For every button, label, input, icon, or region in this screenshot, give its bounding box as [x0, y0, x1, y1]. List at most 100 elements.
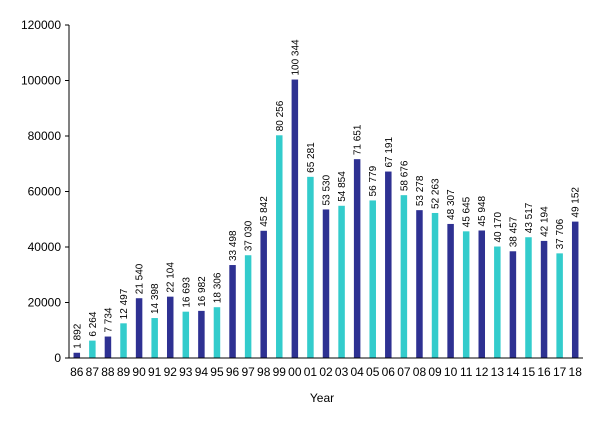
x-tick-label: 86 [70, 365, 84, 379]
x-tick-label: 90 [132, 365, 146, 379]
x-tick-label: 02 [319, 365, 333, 379]
bar-95 [213, 307, 221, 358]
bar-16 [540, 240, 548, 358]
x-tick-label: 93 [179, 365, 193, 379]
x-axis-title: Year [310, 391, 334, 405]
data-label-87: 6 264 [88, 311, 99, 336]
bar-99 [276, 135, 283, 358]
data-label-17: 37 706 [555, 218, 566, 249]
data-label-90: 21 540 [135, 263, 146, 294]
bar-18 [571, 221, 579, 358]
x-tick-label: 08 [413, 365, 427, 379]
x-tick-label: 09 [428, 365, 442, 379]
data-label-04: 71 651 [353, 124, 364, 155]
data-label-98: 45 842 [259, 196, 270, 227]
data-label-91: 14 398 [150, 283, 161, 314]
x-tick-label: 92 [164, 365, 178, 379]
data-label-96: 33 498 [228, 230, 239, 261]
bar-86 [73, 352, 81, 358]
data-label-13: 40 170 [493, 212, 504, 243]
bar-05 [369, 200, 376, 358]
x-tick-label: 15 [522, 365, 536, 379]
y-tick-label: 20000 [28, 296, 62, 310]
bar-14 [509, 251, 517, 358]
x-tick-label: 94 [195, 365, 209, 379]
x-tick-label: 12 [475, 365, 489, 379]
data-labels: 1 892 6 264 7 734 12 497 21 540 14 398 22 104 1… [72, 39, 581, 349]
data-label-92: 22 104 [166, 262, 177, 293]
bar-88 [104, 336, 112, 358]
y-tick-label: 0 [54, 351, 61, 365]
x-tick-label: 03 [335, 365, 349, 379]
bar-96 [229, 265, 236, 358]
bar-15 [525, 237, 532, 358]
data-label-01: 65 281 [306, 142, 317, 173]
y-axis-ticks: 0 20000 40000 60000 80000 100000 120000 [21, 18, 69, 365]
data-label-00: 100 344 [290, 39, 301, 76]
bar-06 [385, 171, 392, 358]
x-tick-label: 11 [460, 365, 473, 379]
x-tick-label: 06 [382, 365, 396, 379]
y-tick-label: 80000 [28, 129, 62, 143]
x-tick-label: 00 [288, 365, 302, 379]
y-tick-label: 60000 [28, 185, 62, 199]
x-tick-label: 98 [257, 365, 271, 379]
data-label-93: 16 693 [181, 277, 192, 308]
data-label-86: 1 892 [72, 323, 83, 348]
bar-07 [400, 195, 408, 358]
bar-11 [462, 231, 470, 358]
data-label-07: 58 676 [399, 160, 410, 191]
x-tick-label: 18 [569, 365, 583, 379]
data-label-11: 45 645 [462, 196, 473, 227]
y-tick-label: 100000 [21, 74, 61, 88]
bar-87 [89, 340, 96, 358]
x-axis-ticks: 86 87 88 89 90 91 92 93 94 95 96 97 98 99 00 01 02 03 04 05… [70, 365, 582, 379]
data-label-12: 45 948 [477, 195, 488, 226]
bars [73, 79, 579, 358]
x-tick-label: 89 [117, 365, 131, 379]
x-tick-label: 13 [491, 365, 505, 379]
bar-98 [260, 230, 267, 358]
x-tick-label: 95 [210, 365, 224, 379]
bar-00 [291, 79, 299, 358]
data-label-94: 16 982 [197, 276, 208, 307]
x-tick-label: 17 [553, 365, 567, 379]
bar-02 [322, 209, 330, 358]
data-label-14: 38 457 [508, 216, 519, 247]
data-label-15: 43 517 [524, 202, 535, 233]
bar-01 [307, 176, 314, 358]
bar-08 [416, 210, 423, 358]
bar-10 [447, 223, 454, 358]
data-label-95: 18 306 [212, 272, 223, 303]
data-label-03: 54 854 [337, 171, 348, 202]
bar-03 [338, 205, 345, 358]
bar-09 [431, 212, 439, 358]
x-tick-label: 99 [273, 365, 287, 379]
data-label-08: 53 278 [415, 175, 426, 206]
x-tick-label: 87 [86, 365, 100, 379]
x-tick-label: 01 [304, 365, 318, 379]
data-label-10: 48 307 [446, 189, 457, 220]
x-tick-label: 97 [241, 365, 255, 379]
bar-93 [182, 311, 190, 358]
data-label-97: 37 030 [244, 220, 255, 251]
data-label-89: 12 497 [119, 288, 130, 319]
x-tick-label: 88 [101, 365, 115, 379]
x-tick-label: 91 [148, 365, 162, 379]
data-label-16: 42 194 [540, 206, 551, 237]
x-tick-label: 04 [350, 365, 364, 379]
bar-94 [198, 310, 205, 358]
y-tick-label: 120000 [21, 18, 61, 32]
x-tick-label: 14 [506, 365, 520, 379]
bar-92 [166, 296, 174, 358]
y-tick-label: 40000 [28, 240, 62, 254]
bar-90 [135, 298, 143, 358]
bar-12 [478, 230, 486, 358]
x-tick-label: 05 [366, 365, 380, 379]
bar-17 [556, 253, 563, 358]
bar-04 [353, 159, 361, 358]
bar-13 [494, 246, 501, 358]
x-tick-label: 07 [397, 365, 411, 379]
data-label-09: 52 263 [431, 178, 442, 209]
